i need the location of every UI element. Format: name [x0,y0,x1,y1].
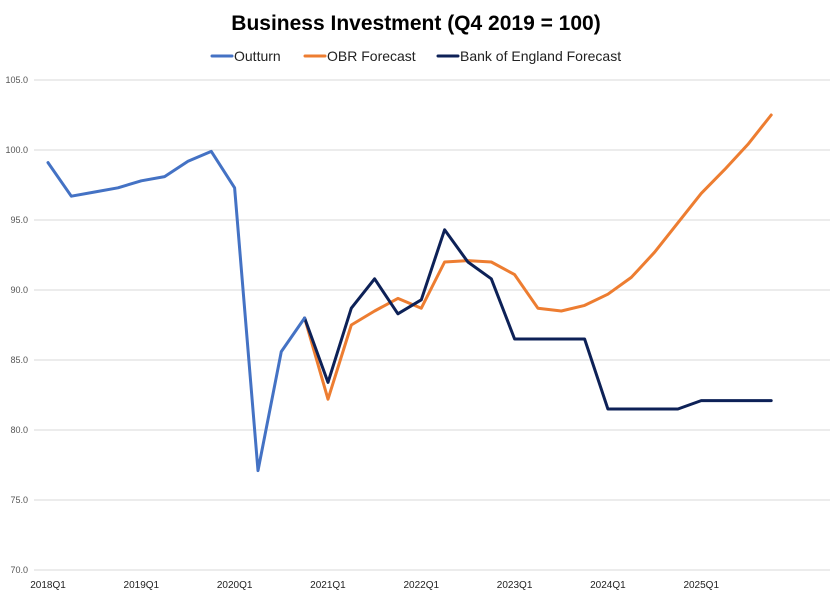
x-tick-label: 2018Q1 [30,580,66,591]
series-lines [46,113,773,473]
x-tick-label: 2021Q1 [310,580,346,591]
x-tick-label: 2019Q1 [124,580,160,591]
x-tick-label: 2023Q1 [497,580,533,591]
y-tick-label: 105.0 [5,75,28,85]
legend: Outturn OBR Forecast Bank of England Forec… [210,48,621,64]
y-tick-label: 80.0 [10,425,28,435]
y-tick-label: 95.0 [10,215,28,225]
series-line-outturn [46,149,307,473]
legend-label-obr-forecast: OBR Forecast [327,48,416,64]
legend-label-outturn: Outturn [234,48,281,64]
legend-label-bank-of-england-forecast: Bank of England Forecast [460,48,621,64]
series-line-obr-forecast [303,113,773,401]
x-axis: 2018Q1 2019Q1 2020Q1 2021Q1 2022Q1 2023Q1 2024… [30,580,719,591]
y-tick-label: 75.0 [10,495,28,505]
x-tick-label: 2022Q1 [403,580,439,591]
y-tick-label: 70.0 [10,565,28,575]
x-tick-label: 2020Q1 [217,580,253,591]
x-tick-label: 2025Q1 [683,580,719,591]
y-tick-label: 85.0 [10,355,28,365]
x-tick-label: 2024Q1 [590,580,626,591]
chart-title: Business Investment (Q4 2019 = 100) [231,12,600,35]
series-line-bank-of-england-forecast [303,228,773,411]
y-tick-label: 90.0 [10,285,28,295]
y-tick-label: 100.0 [5,145,28,155]
y-axis: 70.0 75.0 80.0 85.0 90.0 95.0 100.0 105.0 [5,75,28,575]
